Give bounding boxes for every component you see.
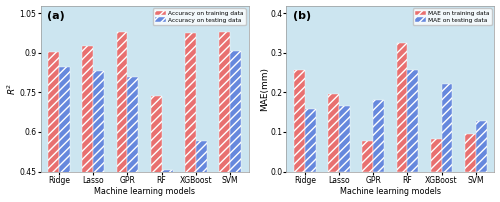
Bar (328, 94, 339, 171)
Bar (128, 77, 138, 202)
Legend: MAE on training data, MAE on testing data: MAE on training data, MAE on testing dat… (413, 8, 492, 25)
Bar (396, 43, 407, 171)
Text: (b): (b) (292, 11, 310, 21)
Bar (408, 69, 418, 171)
Bar (362, 141, 374, 171)
Bar (150, 96, 162, 202)
Bar (48, 52, 60, 202)
Y-axis label: $R^2$: $R^2$ (6, 82, 18, 95)
Bar (82, 46, 94, 202)
Bar (196, 141, 206, 202)
Bar (219, 32, 230, 202)
Legend: Accuracy on training data, Accuracy on testing data: Accuracy on training data, Accuracy on t… (153, 8, 246, 25)
Y-axis label: MAE(mm): MAE(mm) (260, 66, 268, 110)
Bar (294, 69, 305, 171)
Bar (162, 170, 172, 202)
Bar (430, 139, 442, 171)
Text: (a): (a) (47, 11, 64, 21)
Bar (476, 121, 486, 171)
Bar (339, 105, 350, 171)
X-axis label: Machine learning models: Machine learning models (94, 187, 195, 196)
Bar (116, 32, 128, 202)
Bar (185, 33, 196, 202)
Bar (442, 84, 452, 171)
Bar (465, 134, 475, 171)
X-axis label: Machine learning models: Machine learning models (340, 187, 441, 196)
Bar (305, 109, 316, 171)
Bar (374, 100, 384, 171)
Bar (94, 71, 104, 202)
Bar (60, 67, 70, 202)
Bar (230, 51, 240, 202)
